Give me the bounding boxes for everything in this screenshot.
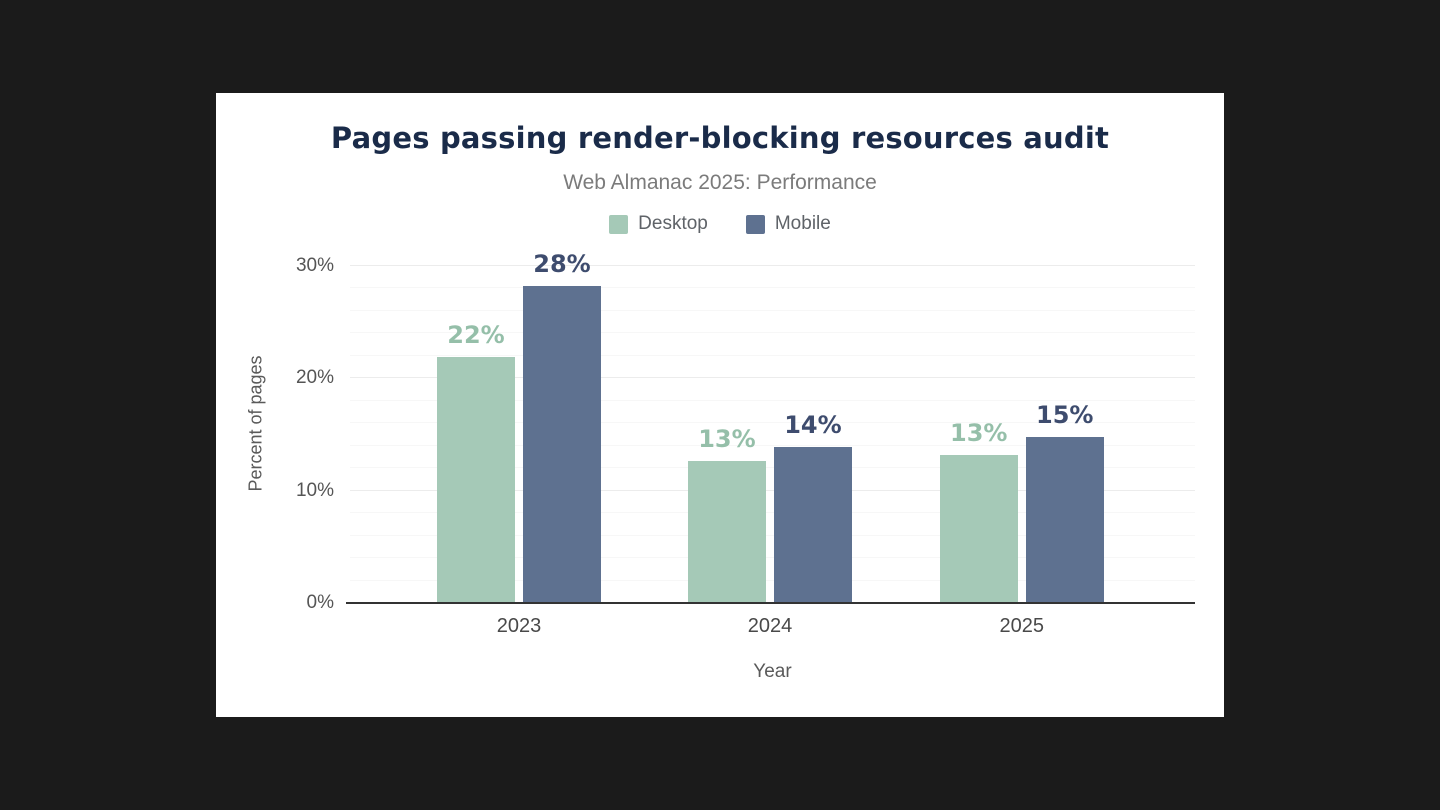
gridline xyxy=(350,377,1195,378)
chart-title: Pages passing render-blocking resources … xyxy=(330,121,1110,155)
minor-gridline xyxy=(350,557,1195,558)
x-tick-label: 2025 xyxy=(999,615,1045,637)
y-axis-title: Percent of pages xyxy=(238,243,274,603)
minor-gridline xyxy=(350,579,1195,581)
bar-mobile-2025 xyxy=(1025,436,1104,603)
mobile-swatch-icon xyxy=(745,214,765,234)
minor-gridline xyxy=(350,512,1195,513)
minor-gridline xyxy=(350,399,1195,401)
bar-value-label: 15% xyxy=(1036,400,1094,429)
bar-mobile-2023 xyxy=(523,285,601,603)
legend-label-mobile: Mobile xyxy=(774,213,831,234)
x-tick-label: 2023 xyxy=(496,615,542,637)
y-tick-label: 0% xyxy=(306,592,334,613)
plot-area: 0% 10% 20% 30% 22% 28% 2023 13% 14% 2024 13% 15% 202… xyxy=(296,243,1195,637)
bar-desktop-2024 xyxy=(687,461,766,603)
legend: Desktop Mobile xyxy=(216,213,1224,235)
legend-item-desktop: Desktop xyxy=(609,213,708,235)
bar-value-label: 14% xyxy=(784,410,842,439)
bar-column: 15% xyxy=(1025,400,1104,603)
bar-group-2024: 13% 14% xyxy=(687,243,852,603)
chart-card: Pages passing render-blocking resources … xyxy=(216,93,1224,717)
minor-gridline xyxy=(350,309,1195,311)
gridline xyxy=(350,264,1195,266)
minor-gridline xyxy=(350,354,1195,356)
bar-value-label: 13% xyxy=(950,418,1008,447)
bar-column: 13% xyxy=(687,425,766,603)
y-tick-label: 20% xyxy=(295,367,334,388)
y-axis-title-text: Percent of pages xyxy=(245,354,266,492)
legend-label-desktop: Desktop xyxy=(638,213,708,234)
minor-gridline xyxy=(350,534,1195,536)
x-axis-line xyxy=(346,602,1195,604)
bar-group-2025: 13% 15% xyxy=(939,243,1104,603)
bar-value-label: 13% xyxy=(698,425,756,454)
legend-item-mobile: Mobile xyxy=(745,213,831,235)
bar-column: 22% xyxy=(437,321,515,603)
chart-subtitle: Web Almanac 2025: Performance xyxy=(563,171,877,194)
bar-value-label: 22% xyxy=(447,320,505,349)
x-tick-label: 2024 xyxy=(747,615,793,637)
minor-gridline xyxy=(350,444,1195,446)
bar-desktop-2023 xyxy=(437,356,515,603)
y-tick-label: 30% xyxy=(295,254,334,276)
bar-mobile-2024 xyxy=(773,446,852,603)
minor-gridline xyxy=(350,287,1195,288)
x-axis-title: Year xyxy=(753,661,792,682)
bar-value-label: 28% xyxy=(533,249,591,278)
bar-column: 14% xyxy=(773,410,852,603)
bar-group-2023: 22% 28% xyxy=(437,243,601,603)
minor-gridline xyxy=(350,332,1195,333)
desktop-swatch-icon xyxy=(609,214,629,234)
minor-gridline xyxy=(350,422,1195,423)
gridline xyxy=(350,489,1195,491)
minor-gridline xyxy=(350,467,1195,468)
y-tick-label: 10% xyxy=(295,479,334,501)
bar-column: 28% xyxy=(523,250,601,603)
bar-column: 13% xyxy=(939,418,1018,603)
bar-desktop-2025 xyxy=(939,454,1018,603)
